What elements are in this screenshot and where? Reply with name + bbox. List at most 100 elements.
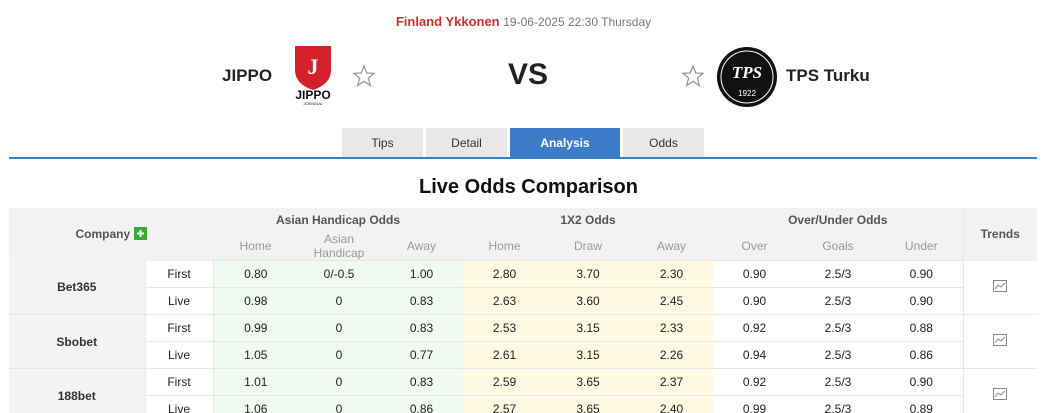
odds-value: 1.06	[213, 395, 298, 413]
odds-value: 0.88	[880, 314, 964, 342]
odds-row: Live 0.98 0 0.83 2.63 3.60 2.45 0.90 2.5/3 0.90	[9, 287, 1037, 315]
odds-type: First	[145, 314, 214, 342]
odds-table: Company Asian Handicap Odds 1X2 Odds Over/…	[9, 208, 1038, 413]
odds-value: 0.83	[380, 314, 463, 342]
add-icon[interactable]	[133, 227, 147, 241]
odds-value: 1.00	[380, 260, 463, 288]
odds-value: 2.5/3	[796, 368, 880, 396]
odds-value: 0.89	[880, 395, 964, 413]
company-header: Company	[75, 227, 131, 242]
sub-header: Asian Handicap	[298, 232, 380, 261]
logo-name: JIPPO	[295, 88, 330, 102]
odds-type: First	[145, 260, 214, 288]
odds-value: 3.15	[546, 341, 630, 369]
group-header: Asian Handicap Odds	[213, 208, 463, 232]
tab[interactable]: Detail	[426, 128, 507, 158]
company-name[interactable]: Sbobet	[9, 314, 146, 369]
company-name[interactable]: 188bet	[9, 368, 146, 413]
tab[interactable]: Odds	[623, 128, 704, 158]
odds-value: 0.86	[380, 395, 463, 413]
odds-value: 2.5/3	[796, 287, 880, 315]
odds-value: 0.83	[380, 368, 463, 396]
odds-value: 2.5/3	[796, 341, 880, 369]
away-logo: TPS 1922	[717, 47, 777, 107]
odds-value: 0.90	[880, 260, 964, 288]
odds-value: 0.92	[713, 314, 796, 342]
odds-value: 3.60	[546, 287, 630, 315]
trend-icon[interactable]	[993, 334, 1008, 346]
odds-value: 2.5/3	[796, 260, 880, 288]
odds-value: 2.45	[630, 287, 713, 315]
header-row: Company Asian Handicap Odds 1X2 Odds Over/…	[9, 208, 1038, 261]
favorite-star[interactable]	[681, 64, 705, 88]
odds-value: 0	[298, 341, 380, 369]
company-name[interactable]: Bet365	[9, 260, 146, 315]
odds-value: 0	[298, 287, 380, 315]
trend-icon[interactable]	[993, 279, 1008, 292]
odds-type: First	[145, 368, 214, 396]
home-team[interactable]: JIPPO	[222, 66, 273, 85]
sub-header: Away	[380, 232, 463, 261]
sub-header: Draw	[546, 232, 630, 261]
odds-value: 0.99	[713, 395, 796, 413]
odds-value: 0.90	[880, 287, 964, 315]
sub-header: Goals	[796, 232, 880, 261]
match-info: Finland Ykkonen 19-06-2025 22:30 Thursda…	[0, 14, 1047, 29]
sub-header: Over	[713, 232, 796, 261]
odds-value: 3.65	[546, 395, 630, 413]
odds-type: Live	[145, 287, 214, 315]
trend-icon[interactable]	[993, 388, 1008, 400]
odds-value: 1.05	[213, 341, 298, 369]
odds-row: 188bet First 1.01 0 0.83 2.59 3.65 2.37 0.92 2.5/…	[9, 368, 1038, 413]
odds-value: 3.70	[546, 260, 630, 288]
trends-cell	[962, 368, 1038, 413]
odds-value: 0	[298, 368, 380, 396]
vs: VS	[507, 58, 549, 91]
odds-value: 2.37	[630, 368, 713, 396]
odds-value: 0.83	[380, 287, 463, 315]
logo-year: 1922	[738, 89, 756, 98]
odds-value: 2.59	[463, 368, 546, 396]
logo-city: JOENSUU	[303, 101, 322, 106]
tab[interactable]: Analysis	[510, 128, 620, 158]
odds-value: 1.01	[213, 368, 298, 396]
odds-row: Live 1.05 0 0.77 2.61 3.15 2.26 0.94 2.5/3 0.86	[9, 341, 1037, 369]
odds-value: 2.53	[463, 314, 546, 342]
tab[interactable]: Tips	[342, 128, 423, 158]
odds-value: 3.15	[546, 314, 630, 342]
tab-underline	[9, 157, 1037, 159]
datetime: 19-06-2025 22:30 Thursday	[503, 15, 652, 29]
logo-name: TPS	[732, 63, 762, 82]
subheader-row: Home Asian Handicap Away Home Draw Away Over Go…	[9, 232, 1037, 261]
odds-value: 0/-0.5	[298, 260, 380, 288]
odds-row: Sbobet First 0.99 0 0.83 2.53 3.15 2.33 0.92 2.5/…	[9, 314, 1038, 369]
odds-value: 0.80	[213, 260, 298, 288]
odds-value: 0.90	[713, 287, 796, 315]
header-cell: Company	[9, 208, 213, 261]
odds-value: 0.94	[713, 341, 796, 369]
logo-letter: J	[308, 54, 319, 79]
odds-type: Live	[145, 395, 214, 413]
odds-row: Bet365 First 0.80 0/-0.5 1.00 2.80 3.70 2.30 0.9…	[9, 260, 1038, 315]
odds-value: 0.90	[880, 368, 964, 396]
sub-header: Away	[630, 232, 713, 261]
section-title: Live Odds Comparison	[419, 176, 638, 198]
away-team[interactable]: TPS Turku	[786, 66, 870, 85]
group-header: Over/Under Odds	[713, 208, 964, 232]
favorite-star[interactable]	[352, 64, 376, 88]
odds-row: Live 1.06 0 0.86 2.57 3.65 2.40 0.99 2.5/3 0.89	[9, 395, 1037, 413]
odds-value: 3.65	[546, 368, 630, 396]
tabs: Tips Detail Analysis Odds	[342, 128, 707, 158]
odds-value: 2.57	[463, 395, 546, 413]
odds-value: 2.5/3	[796, 395, 880, 413]
odds-value: 2.40	[630, 395, 713, 413]
odds-value: 0.90	[713, 260, 796, 288]
odds-value: 2.63	[463, 287, 546, 315]
header-cell: Trends	[962, 208, 1038, 261]
home-logo: J JIPPO JOENSUU	[295, 46, 331, 106]
odds-value: 2.5/3	[796, 314, 880, 342]
sub-header: Home	[213, 232, 298, 261]
sub-header: Under	[880, 232, 964, 261]
odds-value: 2.26	[630, 341, 713, 369]
